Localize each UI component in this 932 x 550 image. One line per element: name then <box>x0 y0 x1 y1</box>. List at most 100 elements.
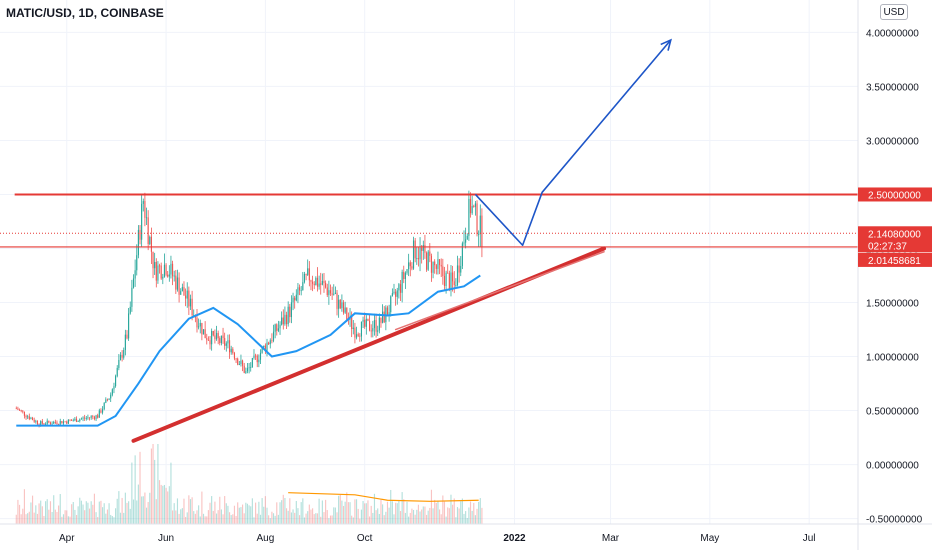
candle-body <box>362 319 364 322</box>
candle-body <box>439 259 441 265</box>
volume-bar <box>242 504 244 524</box>
candle-body <box>141 203 143 240</box>
candle-body <box>103 402 105 410</box>
y-tick-label: 4.00000000 <box>866 28 919 39</box>
volume-bar <box>58 505 60 524</box>
x-tick-label: Mar <box>602 533 620 544</box>
candle-body <box>101 409 104 413</box>
candle-body <box>113 386 115 390</box>
candle-body <box>209 340 211 345</box>
candle-body <box>341 302 343 309</box>
volume-bar <box>404 512 406 524</box>
volume-bar <box>323 512 325 524</box>
volume-bar <box>110 514 112 524</box>
candle-body <box>243 365 245 373</box>
volume-bar <box>268 515 270 524</box>
volume-bar <box>277 514 279 524</box>
candle-body <box>250 367 252 369</box>
candle-body <box>124 334 126 350</box>
volume-bar <box>466 518 468 524</box>
volume-bar <box>64 510 66 524</box>
volume-bar <box>298 515 301 524</box>
candle-body <box>215 332 218 340</box>
candle-body <box>30 417 32 419</box>
volume-bar <box>334 507 336 524</box>
candle-body <box>266 342 268 352</box>
volume-bar <box>150 448 152 524</box>
candle-body <box>360 321 363 337</box>
candle-body <box>416 258 418 259</box>
volume-bar <box>92 504 94 524</box>
currency-badge[interactable]: USD <box>880 4 908 20</box>
volume-bar <box>479 498 481 524</box>
candle-body <box>147 217 149 245</box>
volume-bar <box>214 501 216 524</box>
candle-body <box>82 417 84 419</box>
volume-bar <box>232 514 234 524</box>
candle-body <box>380 317 382 323</box>
candle-body <box>334 292 336 294</box>
candle-body <box>134 270 136 279</box>
candle-body <box>43 423 45 425</box>
volume-bar <box>181 508 183 524</box>
candle-body <box>152 251 154 269</box>
volume-bar <box>325 499 327 524</box>
volume-bar <box>328 518 330 524</box>
candle-body <box>399 284 402 293</box>
volume-bar <box>421 509 423 524</box>
candle-body <box>295 294 297 301</box>
candle-body <box>422 245 424 251</box>
candle-body <box>173 275 175 277</box>
volume-bar <box>303 517 306 524</box>
candle-body <box>211 330 213 345</box>
candle-body <box>276 324 278 331</box>
candle-body <box>118 359 120 368</box>
volume-bar <box>165 487 167 524</box>
resistance-price-label: 2.50000000 <box>868 190 921 201</box>
candle-body <box>225 343 227 346</box>
volume-bar <box>287 510 289 524</box>
volume-bar <box>235 515 237 524</box>
candle-body <box>372 328 374 332</box>
volume-bar <box>245 502 247 524</box>
volume-bar <box>219 496 221 524</box>
candle-body <box>390 296 392 313</box>
volume-bar <box>284 497 286 524</box>
volume-bar <box>155 499 157 524</box>
candle-body <box>95 415 97 420</box>
candle-body <box>264 345 266 352</box>
volume-bar <box>66 510 68 524</box>
candle-body <box>62 421 65 424</box>
volume-bar <box>312 508 314 524</box>
candle-body <box>424 245 426 253</box>
candle-body <box>69 419 71 421</box>
candle-body <box>23 411 25 416</box>
candle-body <box>15 408 17 410</box>
candle-body <box>129 306 131 314</box>
volume-bar <box>408 516 410 524</box>
candle-body <box>300 290 302 292</box>
volume-bar <box>163 484 166 524</box>
volume-bar <box>333 507 335 524</box>
candle-body <box>412 240 415 269</box>
grid <box>0 0 858 524</box>
candle-body <box>64 421 66 423</box>
volume-bar <box>222 514 224 524</box>
current-price-label-bg <box>858 226 932 253</box>
candle-body <box>401 271 403 293</box>
candle-body <box>383 311 385 323</box>
candle-body <box>411 266 413 269</box>
candle-body <box>22 410 24 412</box>
volume-bar <box>305 513 307 524</box>
volume-bar <box>62 514 65 524</box>
volume-bar <box>300 502 302 524</box>
candle-body <box>79 419 81 422</box>
volume-bar <box>198 505 200 524</box>
candle-body <box>453 281 455 286</box>
volume-bar <box>382 504 384 524</box>
volume-bar <box>178 513 180 524</box>
candle-body <box>255 355 257 357</box>
volume-bar <box>154 459 156 524</box>
volume-bar <box>307 511 309 524</box>
